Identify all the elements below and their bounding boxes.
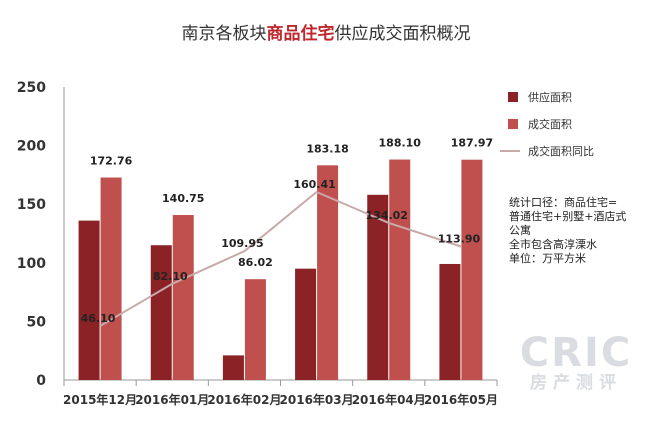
legend-label: 供应面积 — [528, 90, 572, 104]
bar-supply — [150, 245, 172, 380]
note-line: 统计口径：商品住宅= — [509, 196, 618, 209]
line-data-label: 134.02 — [366, 209, 408, 222]
bar-deal — [389, 159, 411, 380]
x-tick-label: 2016年01月 — [135, 392, 209, 407]
title-highlight: 商品住宅 — [267, 23, 335, 44]
y-tick-label: 100 — [17, 256, 46, 272]
y-tick-labels: 0 50 100 150 200 250 — [17, 80, 46, 389]
legend-label: 成交面积 — [528, 117, 572, 131]
bar-supply — [78, 220, 100, 380]
x-tick-label: 2016年02月 — [207, 392, 281, 407]
bar-data-label: 140.75 — [162, 192, 204, 205]
note-line: 单位：万平方米 — [509, 252, 586, 265]
y-tick-label: 150 — [17, 197, 46, 213]
bar-supply — [439, 263, 461, 380]
legend-swatch — [508, 119, 518, 129]
bar-deal — [100, 177, 122, 380]
bar-data-label: 86.02 — [238, 256, 273, 269]
legend-label: 成交面积同比 — [528, 144, 594, 158]
bar-data-label: 183.18 — [306, 142, 348, 155]
bar-data-label: 187.97 — [451, 137, 493, 150]
bar-deal — [172, 215, 194, 380]
y-tick-label: 250 — [17, 80, 46, 96]
bar-data-label: 188.10 — [379, 137, 422, 150]
note-line: 公寓 — [509, 224, 531, 237]
yoy-line — [99, 190, 462, 327]
bar-deal — [317, 165, 339, 380]
line-data-label: 160.41 — [293, 178, 335, 191]
y-tick-label: 0 — [36, 373, 46, 389]
x-tick-labels: 2015年12月2016年01月2016年02月2016年03月2016年04月… — [63, 380, 498, 407]
note-box: 统计口径：商品住宅= 普通住宅+别墅+酒店式 公寓 全市包含高淳溧水 单位：万平… — [509, 196, 649, 266]
legend-swatch — [508, 92, 518, 102]
bar-deal — [244, 279, 266, 380]
bar-deal — [461, 159, 483, 380]
x-tick-label: 2016年04月 — [352, 392, 426, 407]
bar-supply — [222, 355, 244, 380]
x-tick-label: 2016年05月 — [424, 392, 498, 407]
line-data-label: 113.90 — [438, 233, 481, 246]
bar-data-label: 172.76 — [90, 155, 133, 168]
x-tick-label: 2016年03月 — [280, 392, 354, 407]
line-data-label: 46.10 — [81, 312, 116, 325]
yoy-line-path — [99, 190, 462, 327]
watermark: CRIC 房产测评 — [506, 333, 646, 393]
chart-title: 南京各板块商品住宅供应成交面积概况 — [182, 23, 471, 44]
y-tick-label: 200 — [17, 139, 46, 155]
note-line: 普通住宅+别墅+酒店式 — [509, 210, 627, 223]
data-labels: 172.76 140.75 86.02 183.18 188.10 187.97 46.10… — [81, 137, 493, 325]
line-data-label: 109.95 — [221, 237, 263, 250]
title-prefix: 南京各板块 — [182, 24, 267, 44]
bar-supply — [295, 268, 317, 380]
line-data-label: 82.10 — [153, 270, 188, 283]
watermark-subtitle: 房产测评 — [530, 373, 622, 393]
bars — [78, 159, 483, 380]
watermark-logo: CRIC — [519, 330, 633, 376]
note-line: 全市包含高淳溧水 — [509, 238, 597, 251]
x-tick-label: 2015年12月 — [63, 392, 137, 407]
bar-supply — [367, 194, 389, 380]
title-suffix: 供应成交面积概况 — [335, 24, 471, 44]
y-tick-label: 50 — [27, 314, 47, 330]
